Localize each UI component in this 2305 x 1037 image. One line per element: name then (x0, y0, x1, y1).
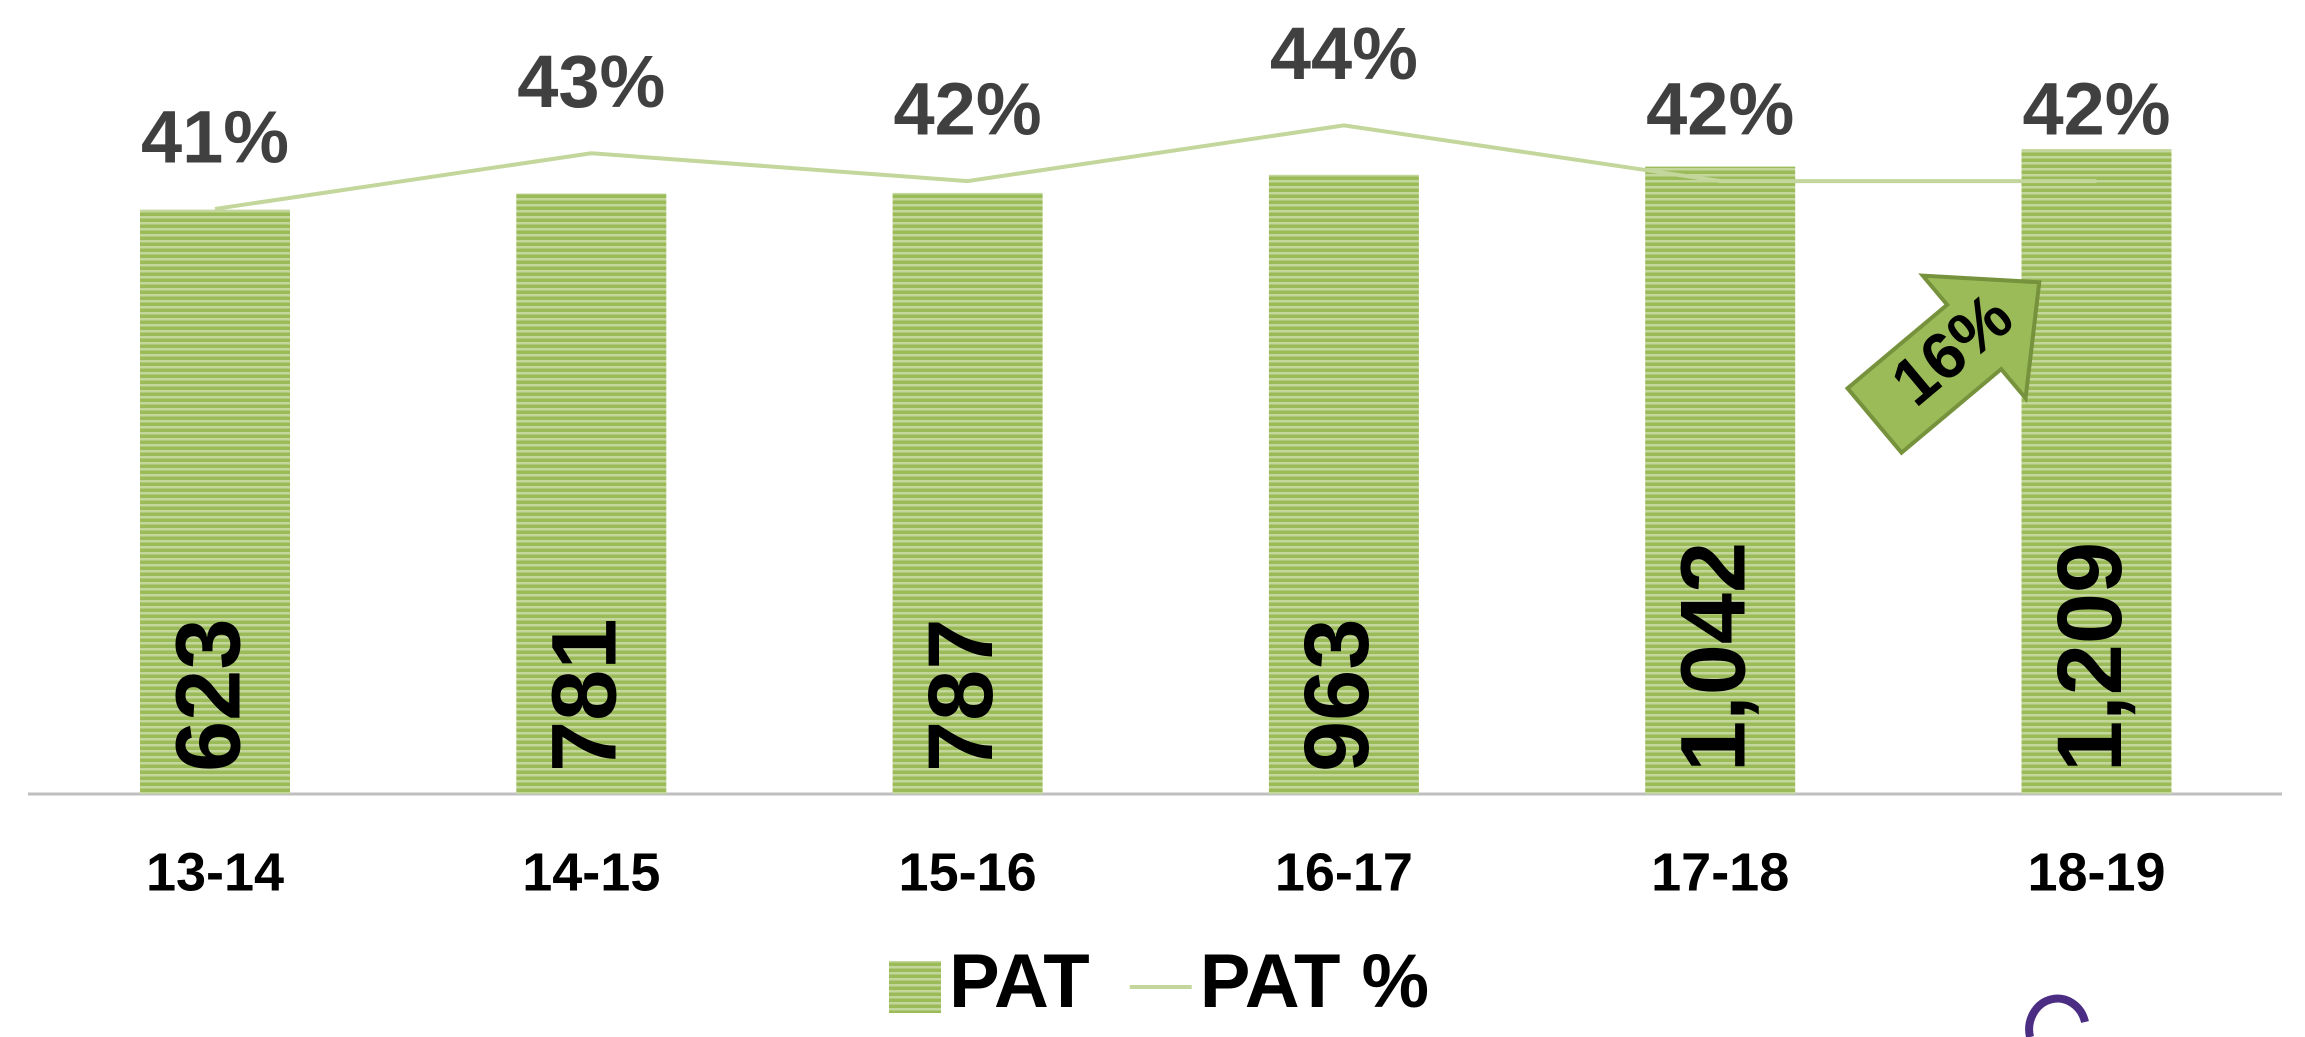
x-tick-label: 17-18 (1651, 842, 1789, 902)
line-value-label: 41% (141, 95, 289, 178)
legend-label: PAT (949, 939, 1090, 1024)
x-tick-label: 16-17 (1275, 842, 1413, 902)
bar (516, 193, 667, 795)
line-value-label: 42% (1646, 68, 1794, 151)
logo-fragment (2025, 994, 2089, 1037)
bar-value-label: 623 (157, 619, 259, 773)
bar-value-label: 781 (534, 619, 636, 773)
x-tick-label: 15-16 (899, 842, 1037, 902)
x-tick-label: 18-19 (2027, 842, 2165, 902)
x-tick-label: 14-15 (522, 842, 660, 902)
bar (1645, 166, 1796, 795)
arrow-shape (1844, 273, 2042, 456)
bar (2021, 149, 2172, 794)
line-value-label: 42% (2022, 68, 2170, 151)
bar-value-label: 787 (910, 619, 1012, 773)
bar-value-label: 1,042 (1662, 542, 1764, 772)
x-tick-label: 13-14 (146, 842, 284, 902)
bar (140, 209, 290, 794)
bar-value-label: 963 (1286, 619, 1388, 773)
legend-swatch (889, 961, 941, 1013)
line-value-label: 42% (894, 68, 1042, 151)
line-value-label: 44% (1270, 12, 1418, 95)
legend-label: PAT % (1200, 939, 1429, 1024)
line-value-label: 43% (517, 40, 665, 123)
bar (1268, 174, 1419, 794)
line (214, 123, 2097, 211)
bar (892, 192, 1043, 794)
bar-value-label: 1,209 (2039, 542, 2141, 772)
